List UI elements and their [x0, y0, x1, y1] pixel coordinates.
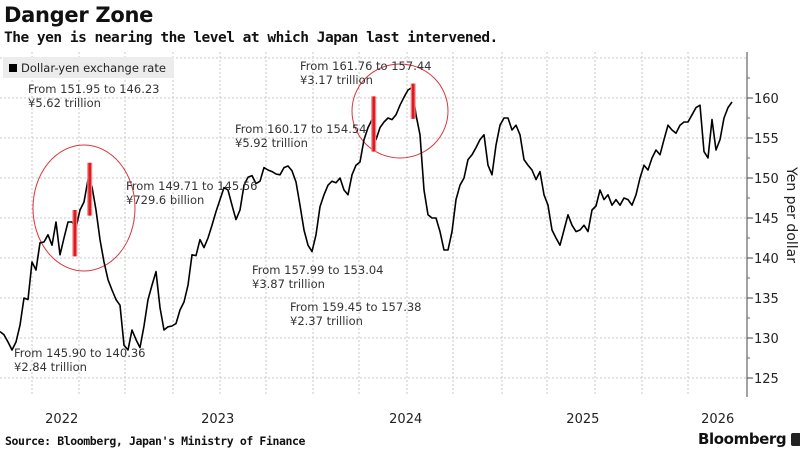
legend-label: Dollar-yen exchange rate: [21, 60, 166, 75]
legend: Dollar-yen exchange rate: [3, 57, 174, 78]
annotation-sep-2022: From 145.90 to 140.36 ¥2.84 trillion: [14, 346, 145, 374]
brand-name: Bloomberg: [698, 430, 787, 448]
annotation-amount: ¥3.17 trillion: [300, 73, 373, 87]
chart-subtitle: The yen is nearing the level at which Ja…: [4, 30, 498, 46]
annotation-amount: ¥2.37 trillion: [290, 314, 363, 328]
y-tick-label: 155: [754, 132, 779, 147]
annotation-amount: ¥729.6 billion: [126, 193, 205, 207]
x-tick-label: 2024: [389, 412, 422, 427]
chart-title: Danger Zone: [4, 3, 154, 27]
annotation-range: From 159.45 to 157.38: [290, 300, 422, 314]
x-tick-label: 2023: [201, 412, 234, 427]
annotation-oct-2022-b: From 149.71 to 145.56 ¥729.6 billion: [126, 179, 257, 207]
source-note: Source: Bloomberg, Japan's Ministry of F…: [5, 434, 306, 448]
highlight-circle-2022: [32, 144, 136, 272]
annotation-jul-2024-a: From 161.76 to 157.44 ¥3.17 trillion: [300, 59, 431, 87]
y-axis-ticks: 125 130 135 140 145 150 155 160: [747, 77, 779, 387]
annotation-range: From 160.17 to 154.54: [235, 122, 367, 136]
annotation-apr-2024-a: From 160.17 to 154.54 ¥5.92 trillion: [235, 122, 366, 150]
x-tick-label: 2022: [45, 412, 78, 427]
bloomberg-logo: Bloomberg: [698, 431, 800, 448]
y-tick-label: 160: [754, 92, 779, 107]
y-tick-label: 125: [754, 372, 779, 387]
annotation-amount: ¥2.84 trillion: [14, 360, 87, 374]
legend-swatch-icon: [9, 63, 17, 72]
y-tick-label: 140: [754, 252, 779, 267]
annotation-oct-2022-a: From 151.95 to 146.23 ¥5.62 trillion: [28, 82, 159, 110]
highlight-circle-2024: [351, 63, 449, 159]
annotation-range: From 157.99 to 153.04: [252, 263, 384, 277]
annotation-range: From 145.90 to 140.36: [14, 346, 146, 360]
y-tick-label: 130: [754, 332, 779, 347]
y-tick-label: 145: [754, 212, 779, 227]
y-axis-label: Yen per dollar: [783, 167, 799, 263]
annotation-apr-2024-b: From 157.99 to 153.04 ¥3.87 trillion: [252, 263, 383, 291]
y-tick-label: 135: [754, 292, 779, 307]
annotation-amount: ¥5.62 trillion: [28, 96, 101, 110]
annotation-range: From 161.76 to 157.44: [300, 59, 432, 73]
annotation-jul-2024-b: From 159.45 to 157.38 ¥2.37 trillion: [290, 300, 421, 328]
annotation-amount: ¥5.92 trillion: [235, 136, 308, 150]
x-tick-label: 2026: [701, 412, 734, 427]
series-line-dollar-yen: [0, 86, 733, 351]
annotation-amount: ¥3.87 trillion: [252, 277, 325, 291]
intervention-marks: [72, 83, 416, 257]
bloomberg-terminal-icon: [791, 433, 800, 446]
annotation-range: From 149.71 to 145.56: [126, 179, 258, 193]
annotation-range: From 151.95 to 146.23: [28, 82, 160, 96]
y-tick-label: 150: [754, 172, 779, 187]
x-tick-label: 2025: [566, 412, 599, 427]
x-axis-ticks: 2022 2023 2024 2025 2026: [45, 412, 734, 427]
